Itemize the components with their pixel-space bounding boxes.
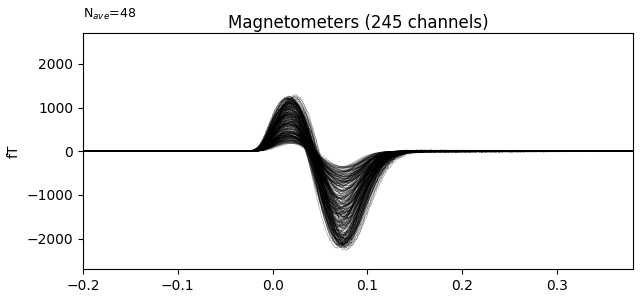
Y-axis label: fT: fT xyxy=(7,145,21,158)
Text: N$_{ave}$=48: N$_{ave}$=48 xyxy=(83,7,136,22)
Title: Magnetometers (245 channels): Magnetometers (245 channels) xyxy=(228,14,488,32)
